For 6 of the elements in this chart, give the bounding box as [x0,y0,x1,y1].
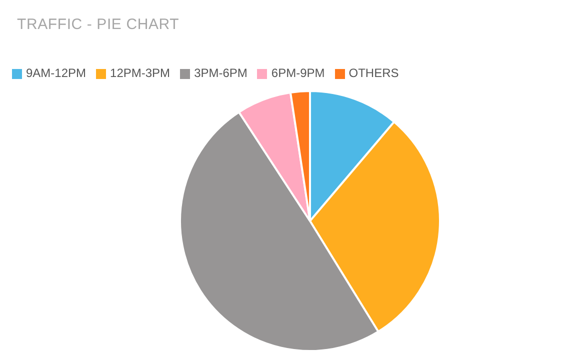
chart-title: TRAFFIC - PIE CHART [17,16,180,33]
legend-label: 12PM-3PM [110,66,170,80]
legend-label: 9AM-12PM [26,66,86,80]
legend-label: 6PM-9PM [271,66,325,80]
legend-label: 3PM-6PM [194,66,248,80]
legend-label: OTHERS [348,66,399,80]
